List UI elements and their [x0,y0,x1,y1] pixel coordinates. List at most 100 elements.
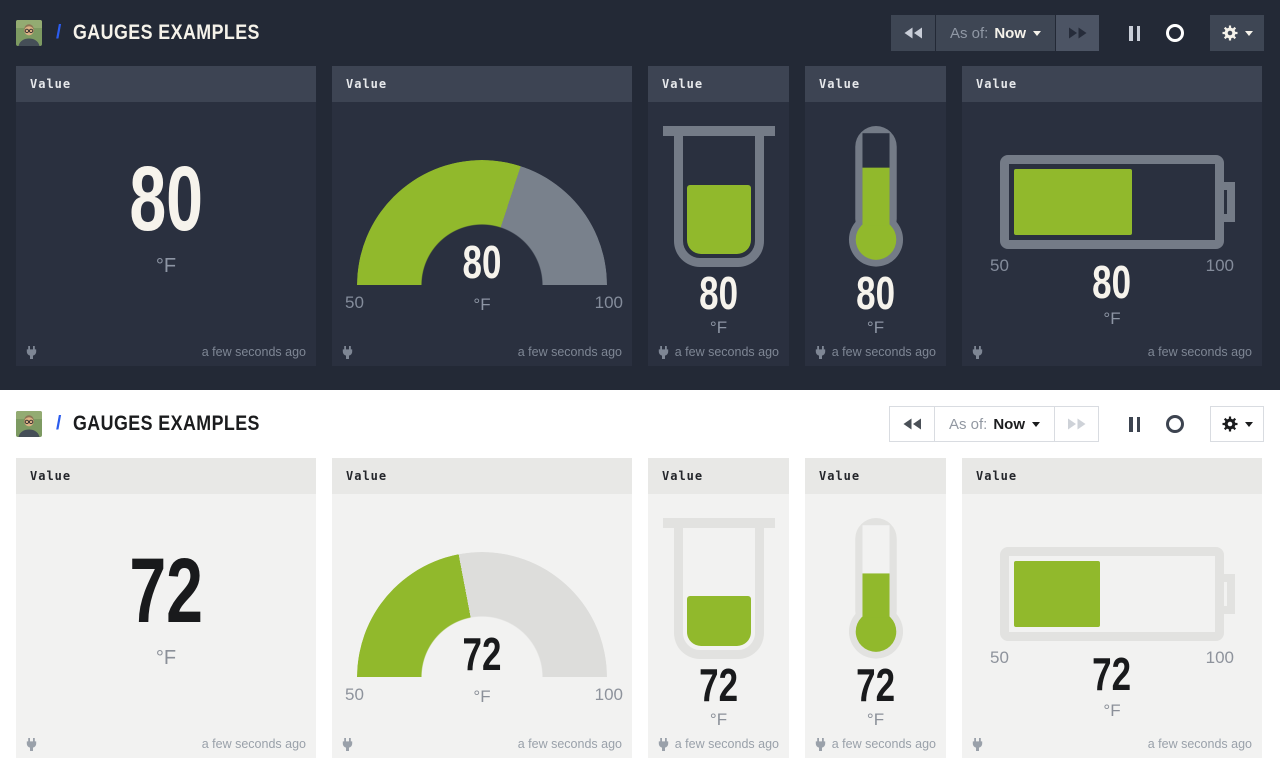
widget-thermometer-gauge: Value 72 °F a few seconds ago [805,458,946,758]
fast-forward-icon [1067,418,1085,430]
gauge-min-label: 50 [345,293,364,312]
widget-thermometer-gauge: Value 80 °F a few seconds ago [805,66,946,366]
widget-title: Value [16,458,316,494]
widget-beaker-gauge: Value 80 °F a few seconds ago [648,66,789,366]
beaker-gauge [662,126,775,267]
widget-battery-gauge: Value 50 100 72 °F a few seconds ago [962,458,1262,758]
widget-radial-gauge: Value 80 °F 50 100 a few seconds ago [332,66,632,366]
last-updated: a few seconds ago [1147,737,1252,751]
avatar[interactable] [16,20,42,46]
gear-icon [1222,416,1237,432]
gauge-min-label: 50 [990,256,1009,275]
as-of-label: As of: [948,415,988,433]
pause-button[interactable] [1129,416,1140,432]
gauge-value: 80 [129,147,203,250]
last-updated: a few seconds ago [831,737,936,751]
gauge-unit: °F [155,647,177,670]
last-updated: a few seconds ago [674,345,779,359]
rewind-icon [904,27,922,39]
timeline-button-group: As of: Now [890,15,1099,51]
refresh-ring-icon [1166,415,1184,433]
fast-forward-button[interactable] [1055,15,1099,51]
dashboard-dark: / GAUGES EXAMPLES As of: Now [0,0,1280,390]
last-updated: a few seconds ago [1147,345,1252,359]
widget-title: Value [962,66,1262,102]
gauge-unit: °F [709,710,728,729]
plug-icon [342,737,353,751]
gauge-unit: °F [1103,701,1121,721]
gauge-unit: °F [866,710,885,729]
widget-title: Value [648,458,789,494]
widget-beaker-gauge: Value 72 °F a few seconds ago [648,458,789,758]
battery-gauge [1000,155,1235,249]
plug-icon [972,737,983,751]
widget-title: Value [805,66,946,102]
widget-title: Value [332,458,632,494]
last-updated: a few seconds ago [674,737,779,751]
plug-icon [972,345,983,359]
gauge-value: 80 [699,266,738,319]
widget-title: Value [648,66,789,102]
as-of-label: As of: [949,24,989,42]
gauge-value: 72 [462,627,502,680]
settings-button[interactable] [1210,406,1264,442]
fast-forward-icon [1068,27,1086,39]
last-updated: a few seconds ago [517,737,622,751]
avatar[interactable] [16,411,42,437]
gauge-unit: °F [473,295,491,314]
gauge-unit: °F [473,687,491,706]
widget-row: Value 72 °F a few seconds ago Value 72 °… [0,458,1280,758]
gauge-unit: °F [709,318,728,337]
beaker-gauge [662,518,775,659]
gauge-value: 80 [462,235,502,288]
widget-title: Value [805,458,946,494]
rewind-icon [903,418,921,430]
battery-terminal [1222,182,1235,222]
gauge-min-label: 50 [990,648,1009,667]
caret-down-icon [1033,31,1041,40]
widget-number: Value 72 °F a few seconds ago [16,458,316,758]
gauge-value: 80 [856,266,895,319]
gear-icon [1222,25,1237,41]
fast-forward-button[interactable] [1054,407,1098,441]
battery-gauge [1000,547,1235,641]
caret-down-icon [1244,31,1253,40]
gauge-min-label: 50 [345,685,364,704]
thermometer-gauge [848,126,903,267]
plug-icon [26,737,37,751]
gauge-max-label: 100 [1205,256,1234,275]
settings-button[interactable] [1210,15,1264,51]
gauge-max-label: 100 [594,293,623,312]
plug-icon [815,345,826,359]
widget-radial-gauge: Value 72 °F 50 100 a few seconds ago [332,458,632,758]
widget-title: Value [16,66,316,102]
breadcrumb-separator: / [56,22,62,43]
as-of-dropdown[interactable]: As of: Now [934,15,1055,51]
gauge-max-label: 100 [594,685,623,704]
rewind-button[interactable] [889,407,934,441]
gauge-unit: °F [155,255,177,278]
widget-title: Value [962,458,1262,494]
toolbar: As of: Now [888,406,1264,442]
as-of-dropdown[interactable]: As of: Now [933,407,1054,441]
plug-icon [815,737,826,751]
widget-battery-gauge: Value 50 100 80 °F a few seconds ago [962,66,1262,366]
last-updated: a few seconds ago [201,737,306,751]
page-title: GAUGES EXAMPLES [73,412,261,435]
plug-icon [342,345,353,359]
page-title: GAUGES EXAMPLES [73,21,261,44]
pause-button[interactable] [1129,25,1140,41]
plug-icon [658,345,669,359]
widget-title: Value [332,66,632,102]
caret-down-icon [1244,422,1253,431]
gauge-unit: °F [866,318,885,337]
breadcrumb-separator: / [56,413,62,434]
as-of-value: Now [994,24,1026,42]
widget-row: Value 80 °F a few seconds ago Value 80 °… [0,66,1280,366]
gauge-value: 72 [1092,648,1132,700]
dashboard-light: / GAUGES EXAMPLES As of: Now [0,390,1280,772]
last-updated: a few seconds ago [517,345,622,359]
timeline-button-group: As of: Now [888,406,1099,442]
rewind-button[interactable] [890,15,935,51]
battery-terminal [1222,574,1235,614]
